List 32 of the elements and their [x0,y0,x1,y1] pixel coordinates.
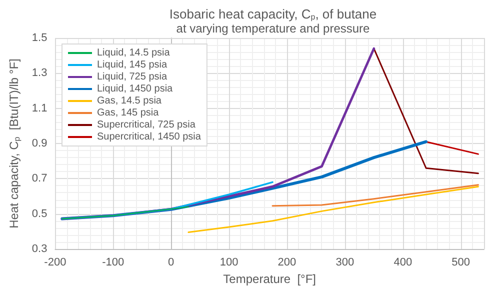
x-tick-label: 0 [168,256,174,268]
line-series [61,181,274,220]
legend-label: Gas, 145 psia [97,108,160,118]
legend-label: Liquid, 145 psia [97,60,168,70]
legend-label: Supercritical, 725 psia [97,120,196,130]
y-tick-label: 0.5 [32,208,48,220]
legend-label: Liquid, 14.5 psia [97,48,170,58]
line-series [272,184,479,207]
x-axis-title: Temperature [°F] [223,272,316,286]
legend-label: Liquid, 1450 psia [97,84,174,94]
chart-subtitle: at varying temperature and pressure [176,22,370,36]
chart-title: Isobaric heat capacity, Cp, of butane [169,6,377,22]
y-tick-label: 0.9 [32,138,48,150]
y-tick-label: 1.3 [32,67,48,80]
x-tick-label: 200 [278,256,296,268]
line-series [188,186,479,234]
y-tick-label: 1.5 [32,32,48,44]
y-tick-label: 0.3 [32,243,48,255]
y-axis-title: Heat capacity, Cp [Btu(IT)/lb °F] [7,58,22,228]
line-series [60,47,376,220]
x-tick-label: 300 [336,256,354,268]
x-tick-label: 100 [220,256,238,268]
legend-label: Gas, 14.5 psia [97,96,162,106]
y-tick-label: 0.7 [32,172,48,185]
legend-label: Liquid, 725 psia [97,72,168,82]
x-tick-label: 500 [452,256,470,268]
legend-label: Supercritical, 1450 psia [97,132,202,142]
x-tick-label: 400 [394,256,412,268]
y-tick-label: 1.1 [32,102,48,114]
x-tick-label: -200 [44,256,66,268]
x-tick-label: -100 [102,256,124,268]
line-series [62,206,190,220]
